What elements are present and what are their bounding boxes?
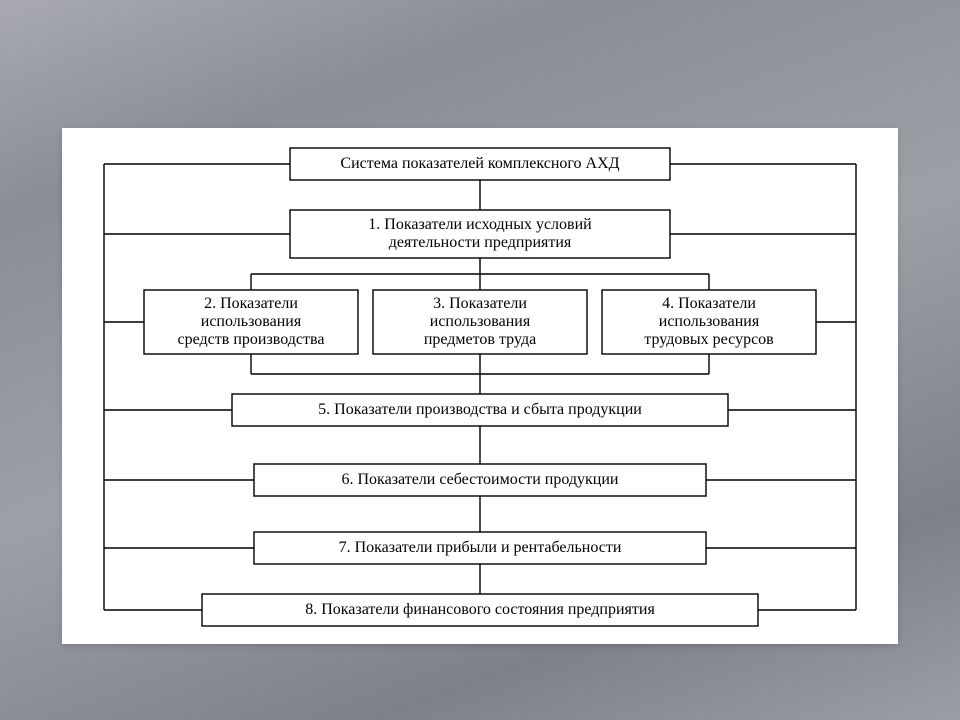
flow-node-label-n5: 5. Показатели производства и сбыта проду… [318, 401, 642, 418]
flow-node-label-n0: Система показателей комплексного АХД [340, 155, 619, 172]
flow-node-label-n3: 3. Показателииспользованияпредметов труд… [424, 295, 536, 348]
flow-node-label-n4: 4. Показателииспользованиятрудовых ресур… [644, 295, 774, 348]
flow-node-label-n6: 6. Показатели себестоимости продукции [342, 471, 619, 488]
flowchart-svg: Система показателей комплексного АХД 1. П… [62, 128, 898, 644]
flow-node-label-n1: 1. Показатели исходных условийдеятельнос… [368, 216, 592, 251]
slide-background: Система показателей комплексного АХД 1. П… [0, 0, 960, 720]
flow-node-label-n7: 7. Показатели прибыли и рентабельности [339, 539, 622, 556]
flow-node-label-n8: 8. Показатели финансового состояния пред… [305, 601, 655, 618]
diagram-panel: Система показателей комплексного АХД 1. П… [62, 128, 898, 644]
